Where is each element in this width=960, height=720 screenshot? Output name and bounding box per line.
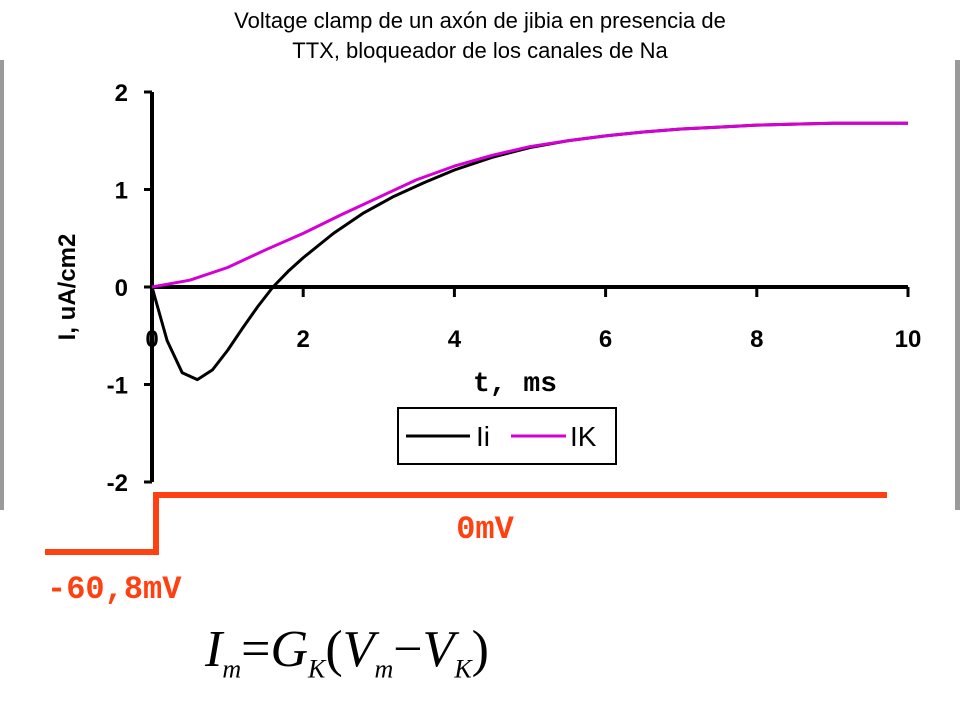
series-line-ik <box>151 121 908 289</box>
formula-close-paren: ) <box>471 621 489 678</box>
formula-open-paren: ( <box>325 621 343 678</box>
conductance-formula: Im=GK(Vm−VK) <box>205 618 489 701</box>
legend: Ii IK <box>397 407 617 465</box>
voltage-step-line <box>45 492 887 555</box>
y-tick-label: 0 <box>115 275 128 302</box>
right-border <box>955 60 960 510</box>
left-border <box>0 60 4 510</box>
formula-equals: = <box>241 621 271 678</box>
x-tick-label: 8 <box>750 326 763 353</box>
x-tick-label: 2 <box>297 326 310 353</box>
y-axis-label: I, uA/cm2 <box>54 234 81 341</box>
formula-v1: V <box>342 621 375 678</box>
formula-lhs: I <box>205 621 223 678</box>
voltage-high-label: 0mV <box>456 511 514 548</box>
x-tick-label: 10 <box>895 326 922 353</box>
title-line-1: Voltage clamp de un axón de jibia en pre… <box>234 8 726 33</box>
x-ticks: 0 2 4 6 8 10 <box>145 287 921 353</box>
formula-v1-sub: m <box>374 654 394 684</box>
formula-g: G <box>270 621 308 678</box>
legend-label-li: Ii <box>476 421 490 452</box>
series-layer <box>150 121 908 382</box>
formula-g-sub: K <box>308 654 326 684</box>
voltage-low-label: -60,8mV <box>47 571 182 608</box>
formula-v2-sub: K <box>454 654 472 684</box>
y-tick-label: 1 <box>115 178 128 205</box>
title-line-2: TTX, bloqueador de los canales de Na <box>292 38 668 63</box>
y-ticks: 2 1 0 -1 -2 <box>107 80 152 497</box>
x-tick-label: 0 <box>145 326 158 353</box>
x-tick-label: 4 <box>448 326 462 353</box>
y-tick-label: -2 <box>107 470 128 497</box>
x-axis-label: t, ms <box>473 369 557 400</box>
chart-title: Voltage clamp de un axón de jibia en pre… <box>0 6 960 66</box>
formula-lhs-sub: m <box>222 654 242 684</box>
legend-label-lk: IK <box>570 421 597 452</box>
x-tick-label: 6 <box>599 326 612 353</box>
formula-minus: − <box>393 621 423 678</box>
formula-v2: V <box>422 621 455 678</box>
y-tick-label: 2 <box>115 80 128 107</box>
y-tick-label: -1 <box>107 373 128 400</box>
